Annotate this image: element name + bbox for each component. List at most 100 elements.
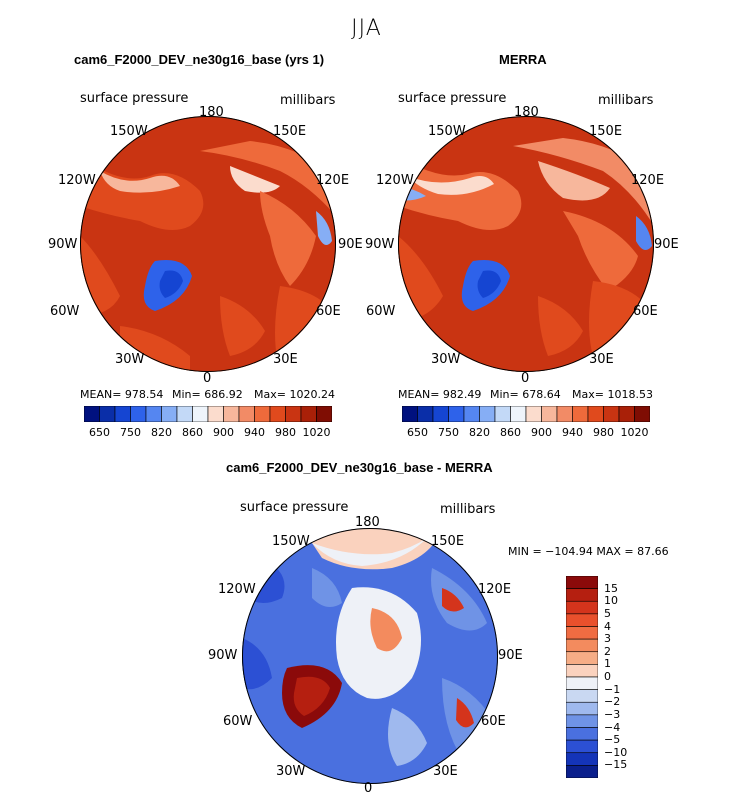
colorbar-tick-label: 820 (469, 426, 490, 439)
panel-2-units: millibars (598, 93, 654, 108)
panel-3-lon-60w: 60W (223, 714, 253, 729)
panel-1-lon-0: 0 (203, 371, 212, 386)
colorbar-tick-label: 1 (604, 657, 611, 671)
colorbar-box (566, 613, 598, 627)
colorbar-tick-label: 3 (604, 632, 611, 646)
panel-1-max: Max= 1020.24 (254, 388, 335, 401)
panel-1-title: cam6_F2000_DEV_ne30g16_base (yrs 1) (74, 52, 325, 67)
panel-1-lon-180: 180 (199, 105, 224, 120)
panel-3-lon-90e: 90E (498, 648, 523, 663)
colorbar-box (556, 406, 573, 422)
colorbar-box (566, 638, 598, 653)
panel-1-colorbar (84, 406, 332, 422)
panel-2-lon-180: 180 (514, 105, 539, 120)
panel-2-lon-60w: 60W (366, 304, 396, 319)
colorbar-tick-label: 900 (213, 426, 234, 439)
panel-2-lon-30e: 30E (589, 352, 614, 367)
colorbar-tick-label: −15 (604, 758, 628, 772)
panel-3-lon-180: 180 (355, 515, 380, 530)
colorbar-tick-label: −1 (604, 682, 621, 696)
panel-1-lon-120w: 120W (58, 173, 96, 188)
panel-3-lon-60e: 60E (481, 714, 506, 729)
colorbar-box (494, 406, 511, 422)
panel-3-title: cam6_F2000_DEV_ne30g16_base - MERRA (226, 460, 493, 475)
panel-3-lon-30w: 30W (276, 764, 306, 779)
colorbar-box (463, 406, 480, 422)
panel-1-lon-90w: 90W (48, 237, 78, 252)
panel-1-lon-60w: 60W (50, 304, 80, 319)
panel-1-lon-30e: 30E (273, 352, 298, 367)
panel-2-lon-90w: 90W (365, 237, 395, 252)
colorbar-box (114, 406, 131, 422)
panel-2-mean: MEAN= 982.49 (398, 388, 482, 401)
colorbar-tick-label: 750 (120, 426, 141, 439)
colorbar-tick-label: −5 (604, 733, 621, 747)
colorbar-tick-label: 980 (275, 426, 296, 439)
colorbar-box (566, 651, 598, 665)
colorbar-tick-label: 10 (604, 594, 618, 608)
colorbar-tick-label: −10 (604, 745, 628, 759)
colorbar-box (161, 406, 178, 422)
panel-3-lon-120e: 120E (478, 582, 512, 597)
panel-2-colorbar (402, 406, 650, 422)
colorbar-tick-label: 650 (89, 426, 110, 439)
colorbar-box (238, 406, 255, 422)
colorbar-box (448, 406, 465, 422)
panel-1-units: millibars (280, 93, 336, 108)
panel-3-units: millibars (440, 502, 496, 517)
colorbar-box (566, 676, 598, 690)
colorbar-box (634, 406, 650, 422)
colorbar-box (300, 406, 317, 422)
colorbar-box (525, 406, 542, 422)
panel-2-map (398, 116, 654, 372)
colorbar-box (566, 765, 598, 778)
panel-2-max: Max= 1018.53 (572, 388, 653, 401)
panel-2-lon-90e: 90E (654, 237, 679, 252)
colorbar-box (285, 406, 302, 422)
colorbar-box (192, 406, 209, 422)
colorbar-box (316, 406, 332, 422)
colorbar-box (566, 739, 598, 754)
panel-2-title: MERRA (499, 52, 547, 67)
colorbar-box (566, 752, 598, 766)
panel-1-lon-120e: 120E (316, 173, 350, 188)
panel-1-variable: surface pressure (80, 91, 189, 106)
colorbar-box (618, 406, 635, 422)
colorbar-tick-label: −4 (604, 720, 621, 734)
colorbar-tick-label: −2 (604, 695, 621, 709)
colorbar-box (99, 406, 116, 422)
colorbar-tick-label: 980 (593, 426, 614, 439)
panel-1-lon-90e: 90E (338, 237, 363, 252)
panel-2-lon-60e: 60E (633, 304, 658, 319)
colorbar-tick-label: 860 (182, 426, 203, 439)
panel-1-min: Min= 686.92 (172, 388, 243, 401)
colorbar-box (84, 406, 100, 422)
panel-3-lon-150w: 150W (272, 534, 310, 549)
colorbar-tick-label: 750 (438, 426, 459, 439)
panel-3-variable: surface pressure (240, 500, 349, 515)
colorbar-tick-label: 940 (244, 426, 265, 439)
colorbar-box (541, 406, 558, 422)
panel-3-lon-120w: 120W (218, 582, 256, 597)
panel-3-map (242, 528, 498, 784)
colorbar-box (145, 406, 162, 422)
panel-2-variable: surface pressure (398, 91, 507, 106)
colorbar-box (510, 406, 527, 422)
colorbar-box (566, 588, 598, 602)
colorbar-box (603, 406, 620, 422)
panel-2-min: Min= 678.64 (490, 388, 561, 401)
colorbar-tick-label: 5 (604, 606, 611, 620)
panel-3-lon-90w: 90W (208, 648, 238, 663)
colorbar-tick-label: 15 (604, 581, 618, 595)
colorbar-tick-label: 650 (407, 426, 428, 439)
panel-2-lon-150w: 150W (428, 124, 466, 139)
colorbar-box (566, 626, 598, 640)
colorbar-box (432, 406, 449, 422)
colorbar-tick-label: 4 (604, 619, 611, 633)
colorbar-tick-label: 860 (500, 426, 521, 439)
panel-2-lon-120e: 120E (631, 173, 665, 188)
panel-2-lon-150e: 150E (589, 124, 623, 139)
colorbar-box (207, 406, 224, 422)
panel-3-lon-150e: 150E (431, 534, 465, 549)
colorbar-box (479, 406, 496, 422)
